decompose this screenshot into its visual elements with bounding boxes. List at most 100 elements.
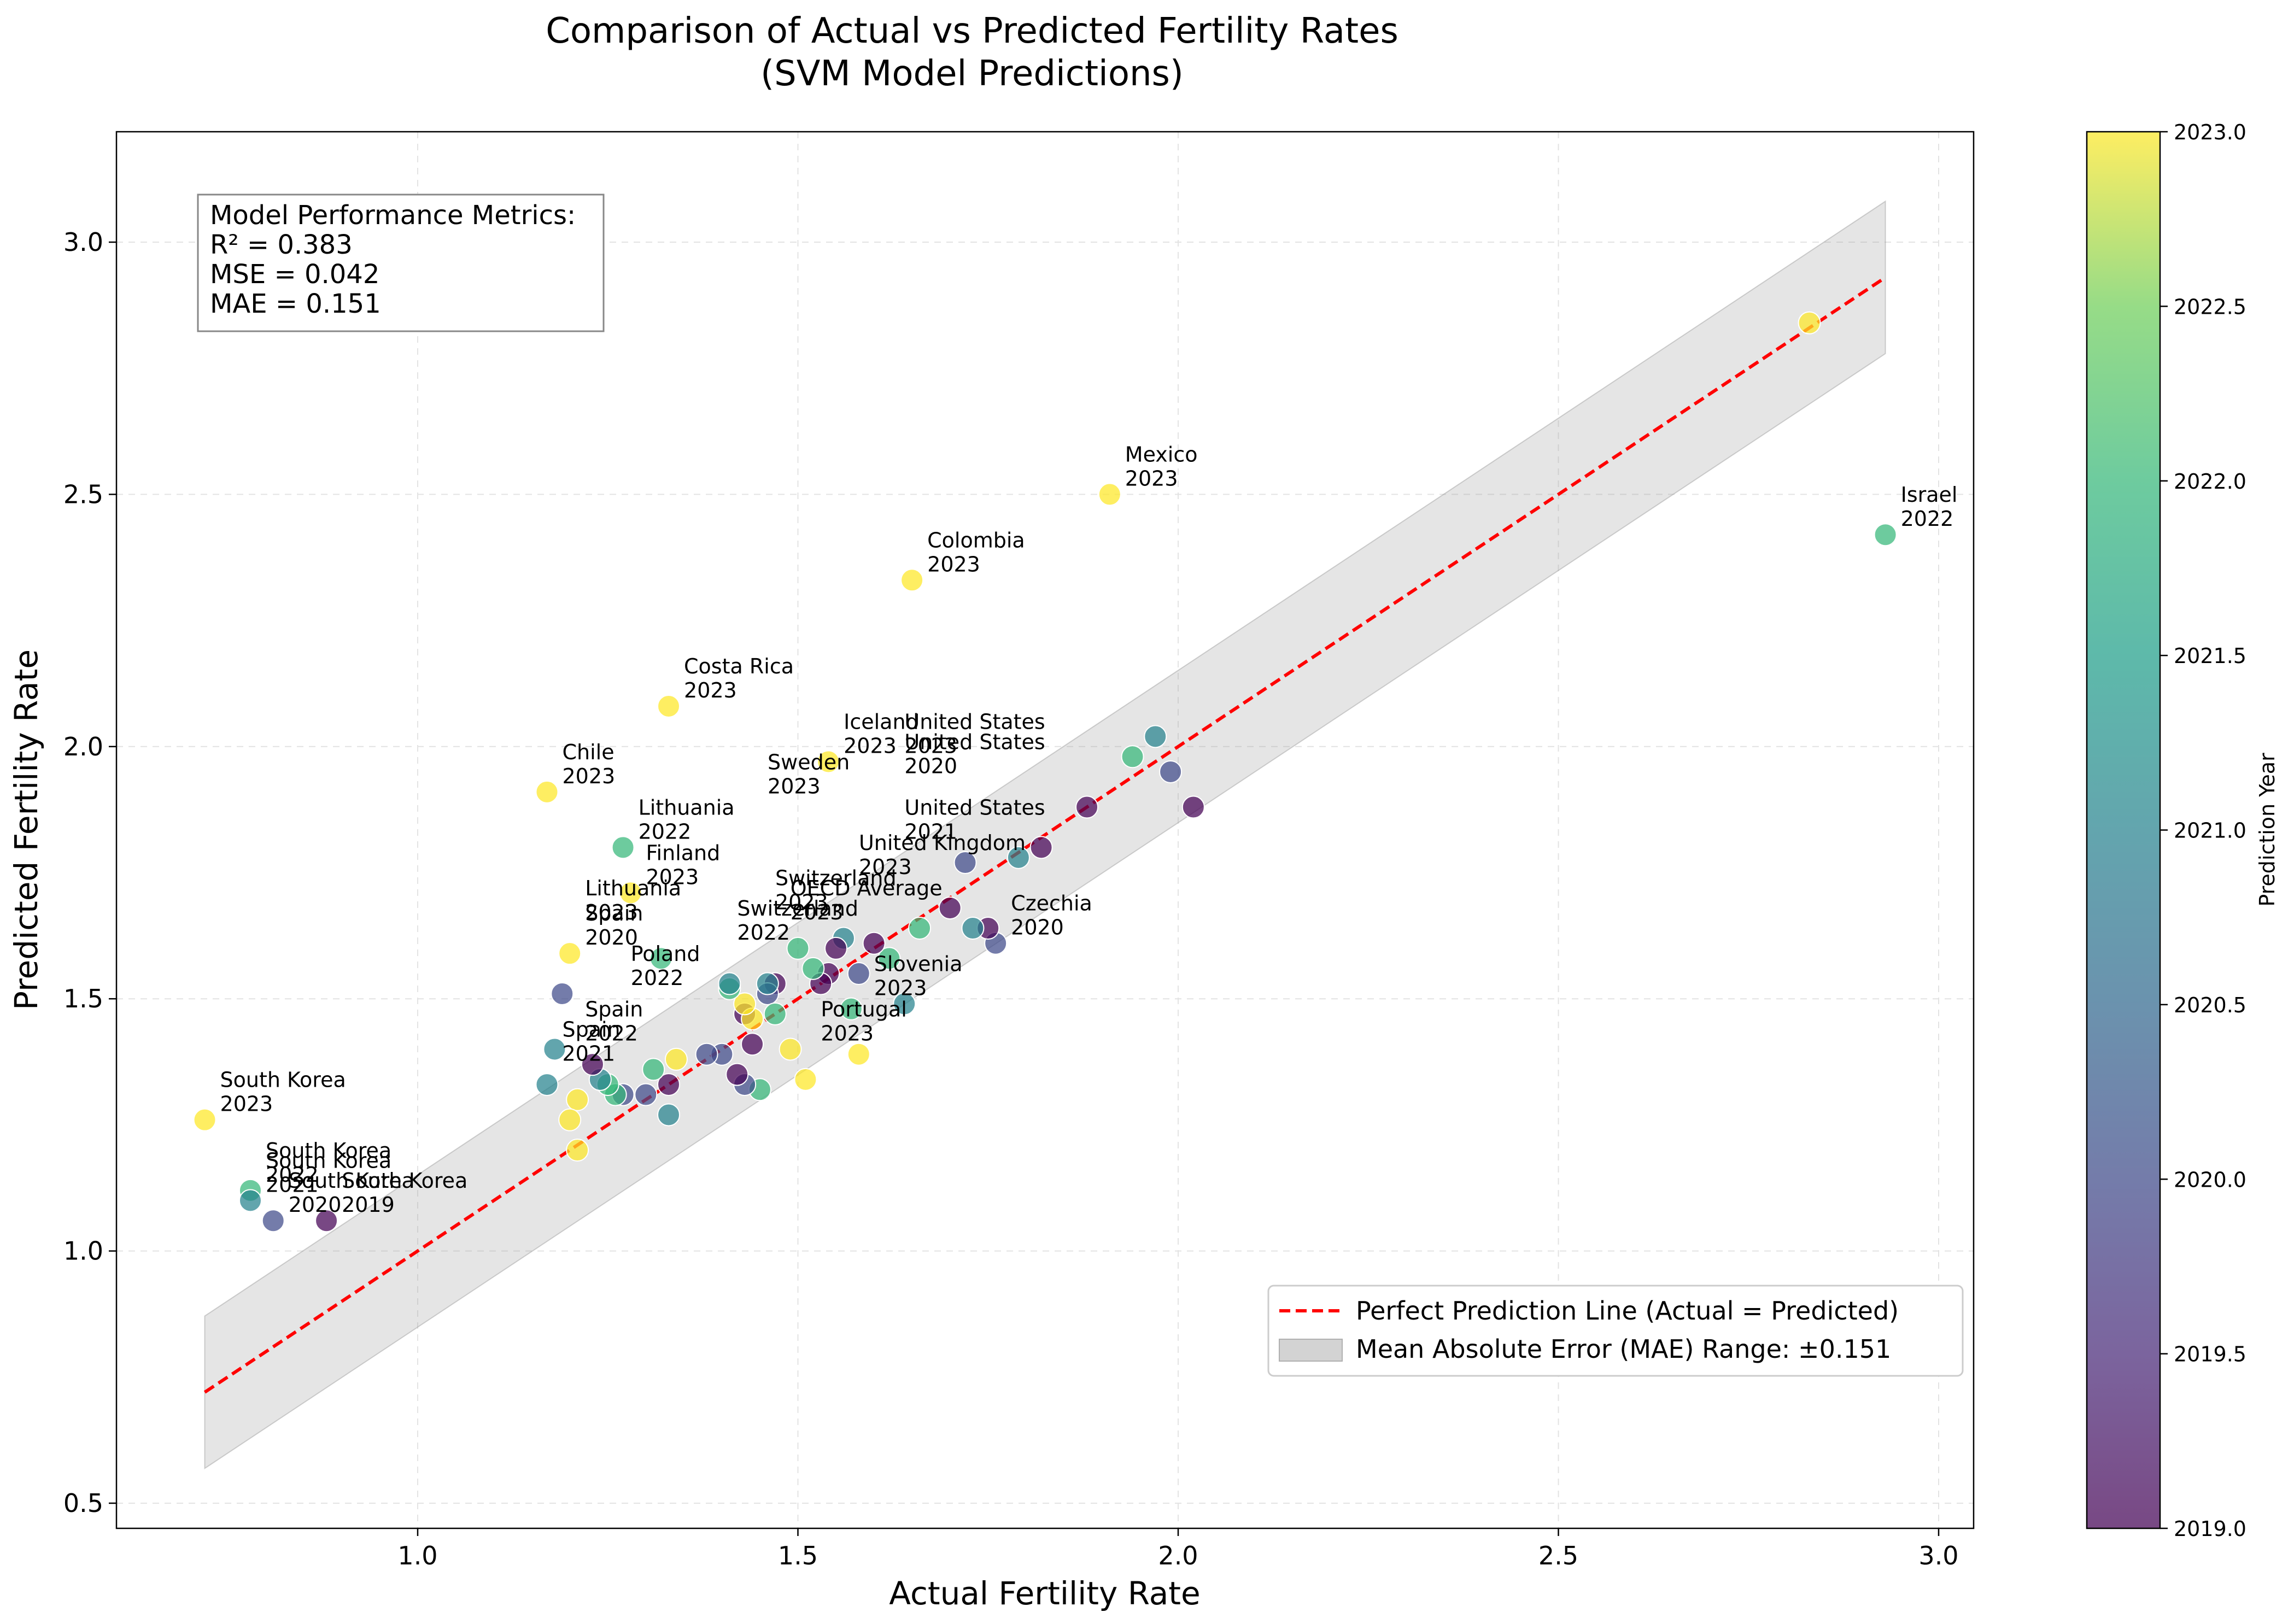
data-points xyxy=(193,311,1897,1233)
data-point xyxy=(1006,846,1030,869)
y-tick-label: 0.5 xyxy=(63,1488,103,1518)
data-point xyxy=(581,1053,604,1076)
data-point xyxy=(543,1037,566,1061)
metric-r2: R² = 0.383 xyxy=(210,230,353,260)
data-point xyxy=(786,936,810,960)
x-axis-title: Actual Fertility Rate xyxy=(889,1575,1200,1612)
data-point xyxy=(619,881,642,905)
x-axis-ticks: 1.0 1.5 2.0 2.5 3.0 xyxy=(397,1528,1959,1570)
data-point xyxy=(193,1108,216,1131)
x-tick-label: 1.5 xyxy=(778,1541,818,1570)
legend-label-line: Perfect Prediction Line (Actual = Predic… xyxy=(1356,1296,1899,1326)
data-point xyxy=(649,947,673,970)
y-tick-label: 2.0 xyxy=(63,732,103,761)
data-point xyxy=(1121,745,1144,769)
grid-lines xyxy=(116,132,1974,1528)
point-annotation: Switzerland 2023 xyxy=(775,866,897,914)
point-annotation: Iceland 2023 xyxy=(844,710,919,758)
data-point xyxy=(733,992,757,1016)
point-annotation: Spain 2022 xyxy=(585,997,643,1045)
point-annotation: United Kingdom 2023 xyxy=(859,831,1026,879)
data-point xyxy=(741,1033,764,1056)
data-point xyxy=(877,947,901,970)
y-tick-label: 1.0 xyxy=(63,1236,103,1266)
point-annotation: Chile 2023 xyxy=(562,740,615,788)
data-point xyxy=(756,972,779,995)
data-point xyxy=(817,750,840,773)
data-point xyxy=(566,1139,589,1162)
colorbar-tick-label: 2020.5 xyxy=(2174,993,2246,1017)
point-annotation: Portugal 2023 xyxy=(821,997,906,1045)
data-point xyxy=(847,962,870,986)
point-annotation: Lithuania 2023 xyxy=(585,876,681,924)
data-point xyxy=(642,1058,665,1081)
data-point xyxy=(824,936,848,960)
chart-title: Comparison of Actual vs Predicted Fertil… xyxy=(546,11,1398,51)
point-annotation: South Korea 2020 xyxy=(289,1169,414,1217)
data-point xyxy=(961,917,985,940)
colorbar-tick-label: 2019.0 xyxy=(2174,1517,2246,1541)
data-point xyxy=(847,1042,870,1066)
legend-frame xyxy=(1267,1285,1964,1377)
data-point xyxy=(558,1108,582,1131)
data-point xyxy=(551,982,574,1005)
data-point xyxy=(566,1088,589,1111)
colorbar-ticks: 2019.0 2019.5 2020.0 2020.5 2021.0 2021.5 2022… xyxy=(2160,120,2246,1541)
data-point xyxy=(1181,795,1205,819)
data-point xyxy=(535,780,559,804)
point-annotation: United States 2021 xyxy=(904,795,1045,843)
metrics-heading: Model Performance Metrics: xyxy=(210,200,576,231)
y-axis-title: Predicted Fertility Rate xyxy=(8,649,45,1010)
colorbar-tick-label: 2022.5 xyxy=(2174,295,2246,319)
perfect-prediction-layer xyxy=(203,276,1887,1394)
data-point xyxy=(801,957,825,980)
data-point xyxy=(1029,836,1053,859)
plot-frame xyxy=(115,131,1975,1529)
data-point xyxy=(558,942,582,965)
data-point xyxy=(725,1063,749,1086)
y-tick-label: 3.0 xyxy=(63,227,103,257)
x-tick-label: 2.0 xyxy=(1158,1541,1198,1570)
colorbar-tick-label: 2022.0 xyxy=(2174,470,2246,494)
data-point xyxy=(1144,725,1167,748)
data-point xyxy=(763,1002,787,1025)
colorbar-tick-label: 2021.5 xyxy=(2174,644,2246,668)
point-annotation: United States 2020 xyxy=(904,730,1045,778)
data-point xyxy=(938,896,962,920)
point-annotation: Poland 2022 xyxy=(631,942,700,990)
data-point xyxy=(261,1209,285,1233)
point-annotation: South Korea 2022 xyxy=(266,1139,391,1187)
data-point xyxy=(862,931,886,955)
data-point xyxy=(1098,483,1121,506)
chart-subtitle: (SVM Model Predictions) xyxy=(760,54,1184,94)
data-point xyxy=(779,1037,802,1061)
data-point xyxy=(1159,760,1183,783)
data-point xyxy=(1798,311,1821,335)
data-point xyxy=(657,1103,681,1127)
data-point xyxy=(953,851,977,875)
data-point xyxy=(315,1209,338,1233)
colorbar-tick-label: 2021.0 xyxy=(2174,819,2246,843)
data-point xyxy=(718,972,741,995)
colorbar: 2019.0 2019.5 2020.0 2020.5 2021.0 2021.5 2022… xyxy=(2086,120,2279,1541)
point-annotation: South Korea 2019 xyxy=(342,1169,467,1217)
point-annotation: Spain 2020 xyxy=(585,901,643,949)
data-point xyxy=(238,1189,262,1212)
legend-swatch-band xyxy=(1279,1339,1343,1362)
y-tick-label: 2.5 xyxy=(63,479,103,509)
point-annotation: Sweden 2023 xyxy=(768,750,850,798)
data-point xyxy=(634,1083,658,1106)
point-annotation: Spain 2021 xyxy=(562,1017,620,1065)
colorbar-tick-label: 2020.0 xyxy=(2174,1168,2246,1192)
metrics-box: Model Performance Metrics: R² = 0.383 MS… xyxy=(197,194,605,332)
data-point xyxy=(794,1068,817,1091)
point-annotation: United States 2023 xyxy=(904,710,1045,758)
y-tick-label: 1.5 xyxy=(63,984,103,1013)
data-point xyxy=(611,836,635,859)
colorbar-title: Prediction Year xyxy=(2255,753,2279,907)
legend: Perfect Prediction Line (Actual = Predic… xyxy=(1267,1285,1964,1377)
point-annotation: Mexico 2023 xyxy=(1125,442,1198,490)
perfect-prediction-line xyxy=(203,276,1887,1394)
